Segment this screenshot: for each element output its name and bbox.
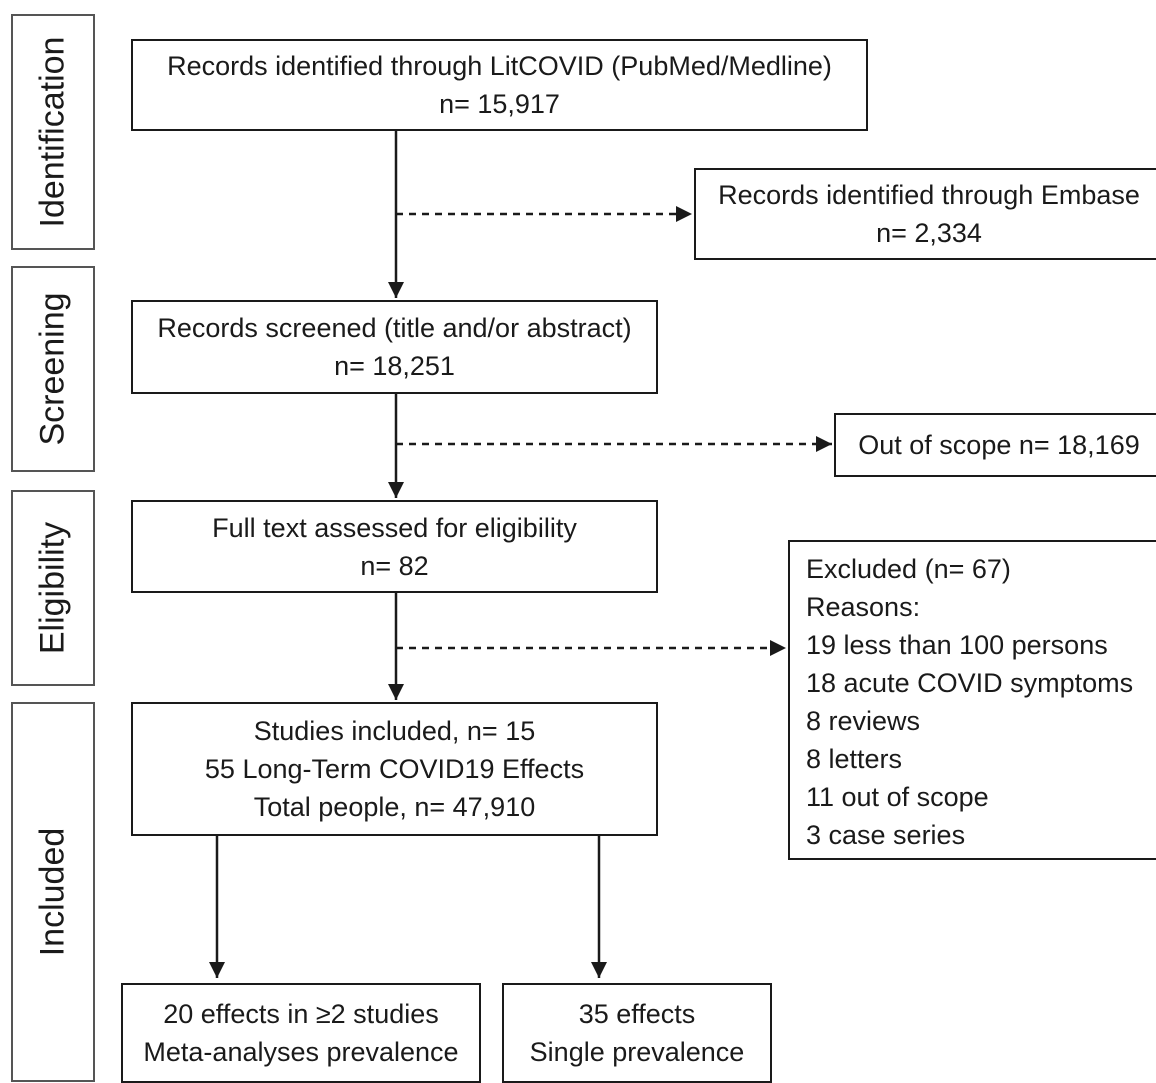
screened-line-2: n= 18,251	[334, 351, 455, 381]
meta-analyses-box: 20 effects in ≥2 studies Meta-analyses p…	[121, 983, 481, 1083]
embase-records-box: Records identified through Embase n= 2,3…	[694, 168, 1156, 260]
phase-eligibility: Eligibility	[11, 490, 95, 686]
excluded-line-2: Reasons:	[806, 592, 921, 622]
single-line-2: Single prevalence	[529, 1037, 745, 1067]
full-text-line-2: n= 82	[360, 550, 429, 581]
litcovid-line-2: n= 15,917	[439, 89, 560, 119]
embase-line-2: n= 2,334	[876, 218, 982, 248]
excluded-line-5: 8 reviews	[806, 706, 921, 736]
included-line-1: Studies included, n= 15	[253, 716, 536, 746]
phase-screening: Screening	[11, 266, 95, 472]
excluded-line-8: 3 case series	[806, 820, 966, 850]
meta-line-2: Meta-analyses prevalence	[143, 1037, 459, 1067]
out-of-scope-line-1: Out of scope n= 18,169	[858, 430, 1140, 460]
meta-line-1: 20 effects in ≥2 studies	[163, 999, 439, 1029]
excluded-box: Excluded (n= 67) Reasons: 19 less than 1…	[788, 540, 1156, 860]
screened-line-1: Records screened (title and/or abstract)	[157, 313, 632, 343]
litcovid-records-box: Records identified through LitCOVID (Pub…	[131, 39, 868, 131]
excluded-line-6: 8 letters	[806, 744, 903, 774]
excluded-line-3: 19 less than 100 persons	[806, 630, 1108, 660]
records-screened-box: Records screened (title and/or abstract)…	[131, 300, 658, 394]
excluded-line-1: Excluded (n= 67)	[806, 554, 1011, 584]
phase-included: Included	[11, 702, 95, 1082]
single-line-1: 35 effects	[578, 999, 696, 1029]
full-text-box: Full text assessed for eligibility n= 82	[131, 500, 658, 593]
included-line-3: Total people, n= 47,910	[253, 792, 536, 822]
litcovid-line-1: Records identified through LitCOVID (Pub…	[167, 51, 832, 81]
excluded-line-4: 18 acute COVID symptoms	[806, 668, 1134, 698]
full-text-line-1: Full text assessed for eligibility	[212, 512, 577, 543]
out-of-scope-box: Out of scope n= 18,169	[834, 413, 1156, 477]
single-prevalence-box: 35 effects Single prevalence	[502, 983, 772, 1083]
embase-line-1: Records identified through Embase	[718, 180, 1140, 210]
phase-identification: Identification	[11, 14, 95, 250]
excluded-line-7: 11 out of scope	[806, 782, 989, 812]
studies-included-box: Studies included, n= 15 55 Long-Term COV…	[131, 702, 658, 836]
included-line-2: 55 Long-Term COVID19 Effects	[204, 754, 585, 784]
